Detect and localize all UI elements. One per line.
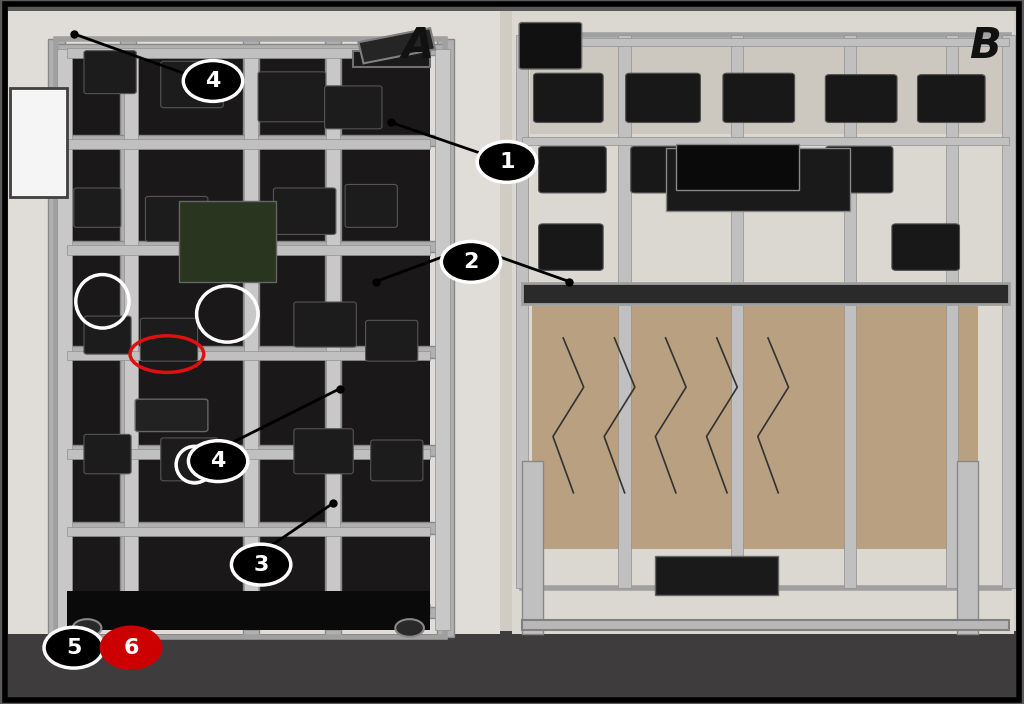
FancyBboxPatch shape <box>67 604 430 614</box>
FancyBboxPatch shape <box>892 224 959 270</box>
FancyBboxPatch shape <box>539 146 606 193</box>
Text: 5: 5 <box>66 638 82 658</box>
FancyBboxPatch shape <box>918 75 985 122</box>
FancyBboxPatch shape <box>84 434 131 474</box>
FancyBboxPatch shape <box>530 45 1007 134</box>
Circle shape <box>231 544 291 585</box>
Text: 6: 6 <box>123 638 139 658</box>
FancyBboxPatch shape <box>120 39 136 637</box>
FancyBboxPatch shape <box>135 399 208 432</box>
FancyBboxPatch shape <box>294 302 356 347</box>
FancyBboxPatch shape <box>655 556 778 595</box>
Ellipse shape <box>395 620 424 636</box>
FancyBboxPatch shape <box>56 445 445 456</box>
FancyBboxPatch shape <box>539 224 603 270</box>
FancyBboxPatch shape <box>516 35 528 588</box>
FancyBboxPatch shape <box>244 49 258 630</box>
FancyBboxPatch shape <box>825 146 893 193</box>
FancyBboxPatch shape <box>435 49 450 630</box>
FancyBboxPatch shape <box>366 320 418 361</box>
FancyBboxPatch shape <box>437 39 454 637</box>
Text: B: B <box>969 25 1001 67</box>
Circle shape <box>188 441 248 482</box>
FancyBboxPatch shape <box>723 73 795 122</box>
FancyBboxPatch shape <box>631 146 700 193</box>
FancyBboxPatch shape <box>731 35 743 588</box>
FancyBboxPatch shape <box>67 351 430 360</box>
FancyBboxPatch shape <box>326 49 340 630</box>
FancyBboxPatch shape <box>8 11 500 634</box>
FancyBboxPatch shape <box>67 48 430 58</box>
Polygon shape <box>358 28 435 63</box>
FancyBboxPatch shape <box>67 139 430 149</box>
FancyBboxPatch shape <box>74 188 121 227</box>
FancyBboxPatch shape <box>67 449 430 459</box>
FancyBboxPatch shape <box>243 39 259 637</box>
FancyBboxPatch shape <box>353 51 430 67</box>
FancyBboxPatch shape <box>512 11 1014 634</box>
FancyBboxPatch shape <box>522 137 1009 145</box>
FancyBboxPatch shape <box>371 440 423 481</box>
Circle shape <box>441 241 501 282</box>
FancyBboxPatch shape <box>57 49 72 630</box>
Ellipse shape <box>73 620 101 636</box>
FancyBboxPatch shape <box>84 316 131 354</box>
FancyBboxPatch shape <box>48 39 65 637</box>
Text: 4: 4 <box>205 71 221 91</box>
FancyBboxPatch shape <box>946 35 958 588</box>
FancyBboxPatch shape <box>522 461 543 634</box>
FancyBboxPatch shape <box>161 438 218 481</box>
Circle shape <box>183 61 243 101</box>
FancyBboxPatch shape <box>626 73 700 122</box>
FancyBboxPatch shape <box>522 283 1009 304</box>
FancyBboxPatch shape <box>258 72 326 122</box>
FancyBboxPatch shape <box>56 241 445 252</box>
Text: 4: 4 <box>210 451 226 471</box>
Text: 1: 1 <box>499 152 515 172</box>
FancyBboxPatch shape <box>676 144 799 190</box>
FancyBboxPatch shape <box>179 201 276 282</box>
Text: 3: 3 <box>253 555 269 574</box>
FancyBboxPatch shape <box>532 306 978 549</box>
FancyBboxPatch shape <box>522 291 1009 300</box>
FancyBboxPatch shape <box>67 591 430 630</box>
FancyBboxPatch shape <box>519 23 582 69</box>
Circle shape <box>477 142 537 182</box>
FancyBboxPatch shape <box>825 75 897 122</box>
FancyBboxPatch shape <box>56 135 445 146</box>
FancyBboxPatch shape <box>957 461 978 634</box>
FancyBboxPatch shape <box>618 35 631 588</box>
FancyBboxPatch shape <box>56 607 445 618</box>
FancyBboxPatch shape <box>124 49 138 630</box>
FancyBboxPatch shape <box>273 188 336 234</box>
FancyBboxPatch shape <box>522 38 1009 46</box>
FancyBboxPatch shape <box>325 39 341 637</box>
Text: 2: 2 <box>463 252 479 272</box>
FancyBboxPatch shape <box>10 88 67 197</box>
FancyBboxPatch shape <box>534 73 603 122</box>
FancyBboxPatch shape <box>145 196 208 241</box>
FancyBboxPatch shape <box>56 522 445 534</box>
FancyBboxPatch shape <box>345 184 397 227</box>
FancyBboxPatch shape <box>56 346 445 358</box>
Circle shape <box>101 627 161 668</box>
Circle shape <box>44 627 103 668</box>
FancyBboxPatch shape <box>325 86 382 129</box>
FancyBboxPatch shape <box>8 631 1016 698</box>
FancyBboxPatch shape <box>67 49 430 630</box>
FancyBboxPatch shape <box>56 44 445 55</box>
FancyBboxPatch shape <box>294 429 353 474</box>
Text: A: A <box>401 25 434 67</box>
FancyBboxPatch shape <box>844 35 856 588</box>
FancyBboxPatch shape <box>8 11 1016 634</box>
FancyBboxPatch shape <box>140 318 198 361</box>
FancyBboxPatch shape <box>67 245 430 255</box>
FancyBboxPatch shape <box>67 527 430 536</box>
FancyBboxPatch shape <box>161 61 223 108</box>
FancyBboxPatch shape <box>84 51 136 94</box>
FancyBboxPatch shape <box>522 620 1009 630</box>
FancyBboxPatch shape <box>1002 35 1015 588</box>
FancyBboxPatch shape <box>666 148 850 211</box>
